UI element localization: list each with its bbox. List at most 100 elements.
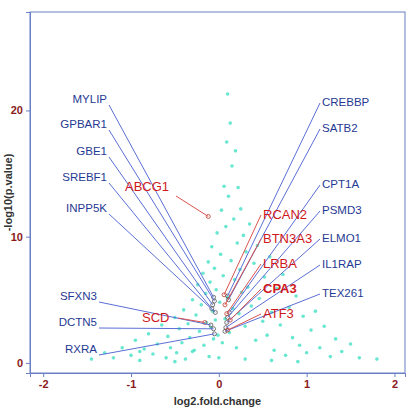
y-tick-label: 20 — [11, 104, 23, 116]
leader-line — [225, 294, 320, 331]
point — [252, 261, 256, 265]
point — [166, 335, 170, 339]
annotations: MYLIPGPBAR1GBE1SREBF1INPP5KSFXN3DCTN5RXR… — [59, 93, 370, 355]
chart: -2-101201020log2.fold.change-log10(p.val… — [0, 0, 414, 412]
point — [291, 336, 295, 340]
point — [222, 184, 226, 188]
point — [129, 354, 133, 358]
plot-frame — [30, 12, 405, 373]
x-tick-mark — [219, 373, 220, 377]
point — [243, 357, 247, 361]
point — [191, 298, 195, 302]
gene-label: GBE1 — [76, 145, 107, 157]
y-tick-label: 0 — [17, 357, 23, 369]
gene-label: BTN3A3 — [263, 231, 312, 246]
point — [184, 357, 188, 361]
point — [207, 355, 211, 359]
point — [243, 324, 247, 328]
x-tick-mark — [307, 373, 308, 377]
x-axis-line — [31, 374, 406, 378]
point — [230, 164, 234, 168]
y-tick: 0 — [17, 357, 30, 369]
series — [90, 92, 379, 363]
gene-label: SFXN3 — [60, 290, 97, 302]
point — [250, 304, 254, 308]
point — [349, 342, 353, 346]
point — [329, 355, 333, 359]
leader-line — [227, 239, 320, 323]
x-tick-label: -2 — [39, 378, 49, 390]
point — [235, 241, 239, 245]
leader-line — [109, 157, 213, 305]
point — [191, 350, 195, 354]
point — [224, 225, 228, 229]
gene-label: PSMD3 — [322, 204, 362, 216]
point — [208, 280, 212, 284]
point — [199, 303, 203, 307]
point — [202, 343, 206, 347]
x-tick-mark — [394, 373, 395, 377]
annotated-points — [203, 214, 232, 335]
point — [242, 234, 246, 238]
gene-label: SCD — [142, 310, 169, 325]
point — [215, 231, 219, 235]
point — [206, 260, 210, 264]
point — [212, 337, 216, 341]
gene-label: IL1RAP — [322, 258, 362, 270]
gene-label: MYLIP — [72, 93, 107, 105]
leader-line — [109, 183, 212, 309]
gene-label: TEX261 — [322, 287, 364, 299]
point — [218, 301, 222, 305]
point — [173, 360, 177, 364]
gene-label: CREBBP — [322, 96, 370, 108]
y-tick: 20 — [11, 104, 30, 116]
point — [235, 346, 239, 350]
x-tick-label: 0 — [216, 378, 222, 390]
point — [278, 323, 282, 327]
leader-line — [228, 211, 320, 317]
leader-line — [99, 334, 214, 355]
point — [90, 357, 94, 361]
y-tick-label: 10 — [11, 231, 23, 243]
point — [120, 346, 124, 350]
point — [214, 288, 218, 292]
x-axis: -2-1012 — [31, 373, 406, 390]
gene-label: RXRA — [65, 343, 97, 355]
gene-label: ELMO1 — [322, 232, 361, 244]
x-tick: 1 — [304, 373, 310, 390]
x-tick-mark — [43, 373, 44, 377]
leader-line — [228, 103, 320, 296]
point — [112, 356, 116, 360]
x-tick: -2 — [39, 373, 49, 390]
y-tick: 10 — [11, 231, 30, 243]
point — [138, 350, 142, 354]
point — [296, 360, 300, 364]
point — [219, 253, 223, 257]
point — [194, 313, 198, 317]
point — [270, 359, 274, 363]
point — [217, 356, 221, 360]
point — [164, 356, 168, 360]
y-axis-line — [26, 13, 31, 374]
gene-label: SATB2 — [322, 122, 358, 134]
point — [239, 207, 243, 211]
gene-label: CPA3 — [263, 281, 297, 296]
point — [175, 351, 179, 355]
point — [236, 186, 240, 190]
point — [334, 337, 338, 341]
gene-label: GPBAR1 — [60, 118, 107, 130]
leader-line — [99, 328, 214, 330]
point — [322, 324, 326, 328]
leader-line — [109, 214, 215, 312]
point — [134, 338, 138, 342]
x-tick-label: 2 — [392, 378, 398, 390]
y-tick-mark — [26, 110, 30, 111]
leader-line — [226, 265, 320, 328]
point — [151, 352, 155, 356]
point — [225, 140, 229, 144]
point — [305, 351, 309, 355]
x-tick-label: 1 — [304, 378, 310, 390]
point — [248, 222, 252, 226]
point — [309, 328, 313, 332]
x-axis-title: log2.fold.change — [174, 395, 261, 407]
